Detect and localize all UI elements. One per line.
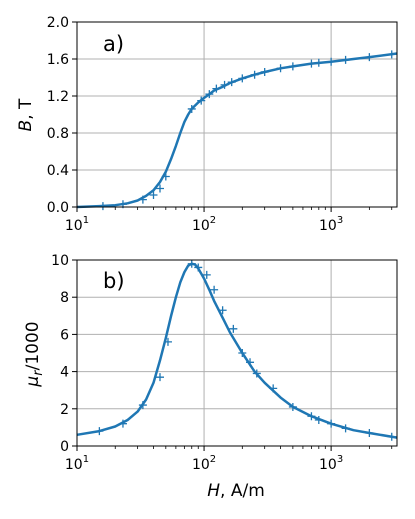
panel-b-label: b) bbox=[103, 269, 125, 293]
panel-a-ticks: 101 102 103 0.0 0.4 0.8 1.2 1.6 2.0 bbox=[47, 15, 393, 234]
data-point-marker bbox=[187, 104, 196, 113]
data-point-marker bbox=[260, 67, 269, 76]
panel-b-ylabel-symbol: μ bbox=[23, 376, 43, 388]
panel-a-ylabel-unit: , T bbox=[16, 98, 36, 120]
y-tick-label: 0.4 bbox=[47, 163, 69, 179]
data-point-marker bbox=[163, 337, 172, 346]
data-point-marker bbox=[161, 172, 170, 181]
data-point-marker bbox=[95, 427, 104, 436]
x-tick-label: 101 bbox=[65, 454, 89, 473]
y-tick-label: 8 bbox=[60, 290, 69, 306]
data-point-marker bbox=[387, 50, 396, 59]
panel-b-curve bbox=[76, 262, 398, 439]
data-point-marker bbox=[149, 190, 158, 199]
data-point-marker bbox=[138, 401, 147, 410]
panel-b-xlabel-symbol: H bbox=[207, 481, 220, 501]
y-tick-label: 1.2 bbox=[47, 89, 69, 105]
x-tick-label: 103 bbox=[319, 215, 343, 234]
y-tick-label: 10 bbox=[51, 253, 69, 269]
data-point-marker bbox=[387, 432, 396, 441]
data-point-marker bbox=[250, 70, 259, 79]
data-point-marker bbox=[246, 358, 255, 367]
y-tick-label: 4 bbox=[60, 365, 69, 381]
data-point-marker bbox=[327, 57, 336, 66]
panel-b-xlabel-unit: , A/m bbox=[220, 481, 265, 501]
panel-b-ylabel-unit: /1000 bbox=[23, 321, 43, 370]
panel-b: 101 102 103 0 2 4 6 8 10 b) μr/1000 H, A/m bbox=[23, 253, 398, 501]
panel-a-markers bbox=[98, 50, 396, 211]
data-point-marker bbox=[288, 402, 297, 411]
panel-b-markers bbox=[95, 259, 396, 441]
panel-b-xlabel: H, A/m bbox=[207, 481, 265, 501]
data-point-marker bbox=[155, 373, 164, 382]
data-point-marker bbox=[365, 53, 374, 62]
data-point-marker bbox=[341, 55, 350, 64]
y-tick-label: 0.0 bbox=[47, 200, 69, 216]
data-point-marker bbox=[187, 259, 196, 268]
data-point-marker bbox=[227, 78, 236, 87]
y-tick-label: 0.8 bbox=[47, 126, 69, 142]
panel-b-ylabel: μr/1000 bbox=[23, 321, 46, 387]
data-point-marker bbox=[238, 74, 247, 83]
y-tick-label: 2 bbox=[60, 402, 69, 418]
panel-a-grid bbox=[76, 21, 397, 208]
x-tick-label: 102 bbox=[192, 454, 216, 473]
y-tick-label: 2.0 bbox=[47, 15, 69, 31]
data-point-marker bbox=[307, 59, 316, 68]
data-point-marker bbox=[118, 419, 127, 428]
data-point-marker bbox=[218, 306, 227, 315]
data-point-marker bbox=[314, 415, 323, 424]
x-tick-label: 101 bbox=[65, 215, 89, 234]
data-point-marker bbox=[98, 202, 107, 211]
panel-a-ylabel: B, T bbox=[16, 98, 36, 131]
panel-b-ylabel-sub: r bbox=[31, 369, 46, 376]
y-tick-label: 0 bbox=[60, 439, 69, 455]
data-point-marker bbox=[252, 369, 261, 378]
panel-a-frame bbox=[76, 21, 398, 208]
data-point-marker bbox=[220, 80, 229, 89]
data-point-marker bbox=[288, 62, 297, 71]
panel-b-frame bbox=[76, 259, 398, 447]
data-point-marker bbox=[314, 58, 323, 67]
data-point-marker bbox=[238, 349, 247, 357]
data-point-marker bbox=[194, 263, 203, 272]
panel-a: 101 102 103 0.0 0.4 0.8 1.2 1.6 2.0 a) B, T bbox=[16, 15, 398, 234]
data-point-marker bbox=[138, 195, 147, 204]
panel-b-ticks: 101 102 103 0 2 4 6 8 10 bbox=[51, 253, 393, 473]
data-point-marker bbox=[269, 384, 278, 393]
data-point-marker bbox=[155, 184, 164, 193]
x-tick-label: 102 bbox=[192, 215, 216, 234]
data-point-marker bbox=[341, 424, 350, 433]
data-point-marker bbox=[212, 84, 221, 93]
y-tick-label: 1.6 bbox=[47, 52, 69, 68]
data-point-marker bbox=[205, 90, 214, 99]
data-point-marker bbox=[276, 64, 285, 73]
panel-a-curve bbox=[76, 52, 398, 209]
data-point-marker bbox=[307, 412, 316, 421]
data-point-marker bbox=[210, 285, 219, 294]
panel-a-label: a) bbox=[103, 32, 124, 56]
data-point-marker bbox=[202, 270, 211, 279]
data-point-marker bbox=[229, 324, 238, 333]
panel-b-grid bbox=[76, 259, 397, 447]
x-tick-label: 103 bbox=[319, 454, 343, 473]
y-tick-label: 6 bbox=[60, 327, 69, 343]
data-point-marker bbox=[327, 419, 336, 428]
data-point-marker bbox=[197, 96, 206, 105]
data-point-marker bbox=[365, 428, 374, 437]
panel-a-ylabel-symbol: B bbox=[16, 120, 36, 132]
